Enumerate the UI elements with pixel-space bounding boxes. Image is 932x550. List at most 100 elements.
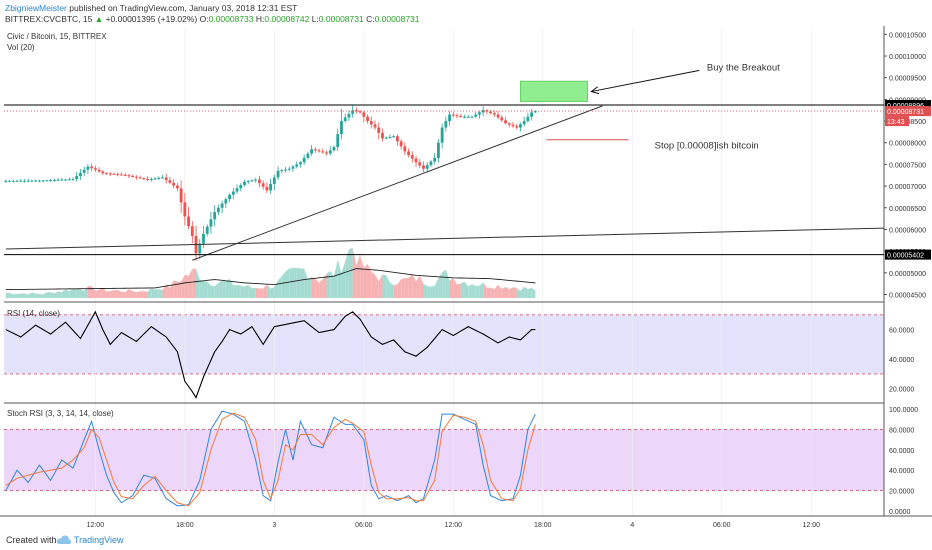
candle-body: [15, 180, 19, 182]
volume-area-segment: [393, 284, 398, 298]
candle-body: [459, 115, 463, 117]
candle-body: [127, 175, 131, 177]
candle-body: [299, 162, 302, 165]
candle-body: [164, 177, 168, 181]
open-label: O:: [199, 14, 209, 24]
volume-area-segment: [412, 274, 417, 298]
price-axis-label: 0.00007500: [889, 162, 926, 169]
candle-body: [317, 150, 321, 152]
candle-body: [216, 207, 220, 213]
candle-body: [138, 177, 142, 179]
volume-area-segment: [475, 285, 480, 298]
tradingview-brand[interactable]: TradingView: [74, 535, 124, 545]
author-link[interactable]: ZbigniewMeister: [5, 3, 67, 13]
stoch-axis-label: 100.0000: [889, 407, 918, 414]
candle-body: [60, 179, 64, 181]
time-axis-label: 18:00: [534, 522, 552, 529]
volume-area-segment: [337, 259, 342, 298]
volume-area-segment: [162, 284, 167, 298]
rsi-legend: RSI (14, close): [7, 309, 60, 318]
candle-body: [496, 114, 500, 118]
candle-body: [149, 179, 153, 181]
candle-body: [511, 124, 515, 127]
volume-area-segment: [132, 291, 137, 298]
volume-area-segment: [169, 280, 174, 298]
candle-body: [205, 226, 209, 234]
volume-area-segment: [360, 254, 364, 298]
volume-area-segment: [39, 293, 44, 298]
volume-area-segment: [210, 285, 215, 298]
candle-body: [291, 166, 295, 169]
volume-area-segment: [505, 286, 510, 298]
candle-body: [105, 173, 108, 175]
volume-area-segment: [430, 285, 435, 298]
volume-area-segment: [319, 279, 323, 298]
candle-body: [93, 168, 97, 170]
volume-area-segment: [196, 268, 200, 298]
volume-area-segment: [95, 289, 100, 298]
volume-area-segment: [31, 292, 36, 298]
volume-area-segment: [173, 280, 178, 298]
volume-area-segment: [307, 276, 312, 298]
stoch-axis-label: 40.0000: [889, 468, 914, 475]
volume-area-segment: [181, 274, 185, 298]
candle-body: [71, 179, 75, 181]
candle-body: [38, 180, 41, 182]
volume-area-segment: [76, 288, 81, 298]
close-label: C:: [366, 14, 375, 24]
volume-area-segment: [270, 287, 275, 298]
rsi-line: [5, 310, 536, 399]
candle-body: [41, 180, 45, 182]
volume-area-segment: [121, 291, 126, 298]
candle-body: [325, 152, 328, 154]
symbol-label: BITTREX:CVCBTC, 15: [5, 14, 93, 24]
candle-body: [8, 180, 12, 182]
candle-body: [75, 176, 79, 180]
candle-body: [526, 116, 530, 122]
stoch-d-line: [5, 412, 536, 507]
volume-area-segment: [147, 287, 152, 298]
candle-body: [82, 169, 86, 173]
volume-area-segment: [378, 274, 383, 298]
indicator-band: [4, 429, 884, 491]
price-axis-label: 0.00010500: [889, 32, 926, 39]
candle-body: [500, 117, 504, 121]
candle-body: [373, 124, 377, 128]
volume-area-segment: [386, 275, 390, 298]
volume-area-segment: [84, 286, 88, 298]
price-marker-box: [885, 116, 909, 127]
volume-area-segment: [375, 274, 379, 298]
volume-area-segment: [348, 247, 353, 298]
candle-body: [157, 177, 161, 179]
candle-body: [310, 149, 314, 154]
volume-area-segment: [158, 289, 163, 298]
candle-body: [11, 180, 15, 182]
volume-ma-line: [5, 268, 536, 291]
candle-body: [280, 170, 284, 172]
indicator-band: [4, 314, 884, 374]
candle-body: [67, 179, 71, 181]
volume-area-segment: [20, 293, 25, 298]
volume-area-segment: [24, 293, 29, 298]
candle-body: [90, 166, 94, 169]
candle-body: [425, 165, 429, 169]
candle-body: [463, 116, 466, 118]
volume-area-segment: [214, 282, 219, 298]
volume-area-segment: [244, 284, 249, 298]
volume-area-segment: [341, 261, 346, 298]
candle-body: [351, 110, 355, 114]
price-marker-box: [885, 100, 931, 111]
candle-body: [313, 149, 317, 151]
stoch-axis-label: 60.0000: [889, 448, 914, 455]
volume-area-segment: [285, 268, 290, 298]
candle-body: [258, 179, 261, 184]
trading-chart[interactable]: Buy the Breakout Stop [0.00008]ish bitcoi…: [0, 26, 932, 530]
volume-area-segment: [61, 289, 66, 298]
candle-body: [284, 169, 287, 171]
candle-body: [519, 124, 522, 128]
price-axis-label: 0.00006000: [889, 227, 926, 234]
volume-area-segment: [110, 290, 114, 298]
volume-area-segment: [315, 278, 320, 298]
candle-body: [172, 182, 176, 186]
volume-area-segment: [468, 284, 472, 298]
